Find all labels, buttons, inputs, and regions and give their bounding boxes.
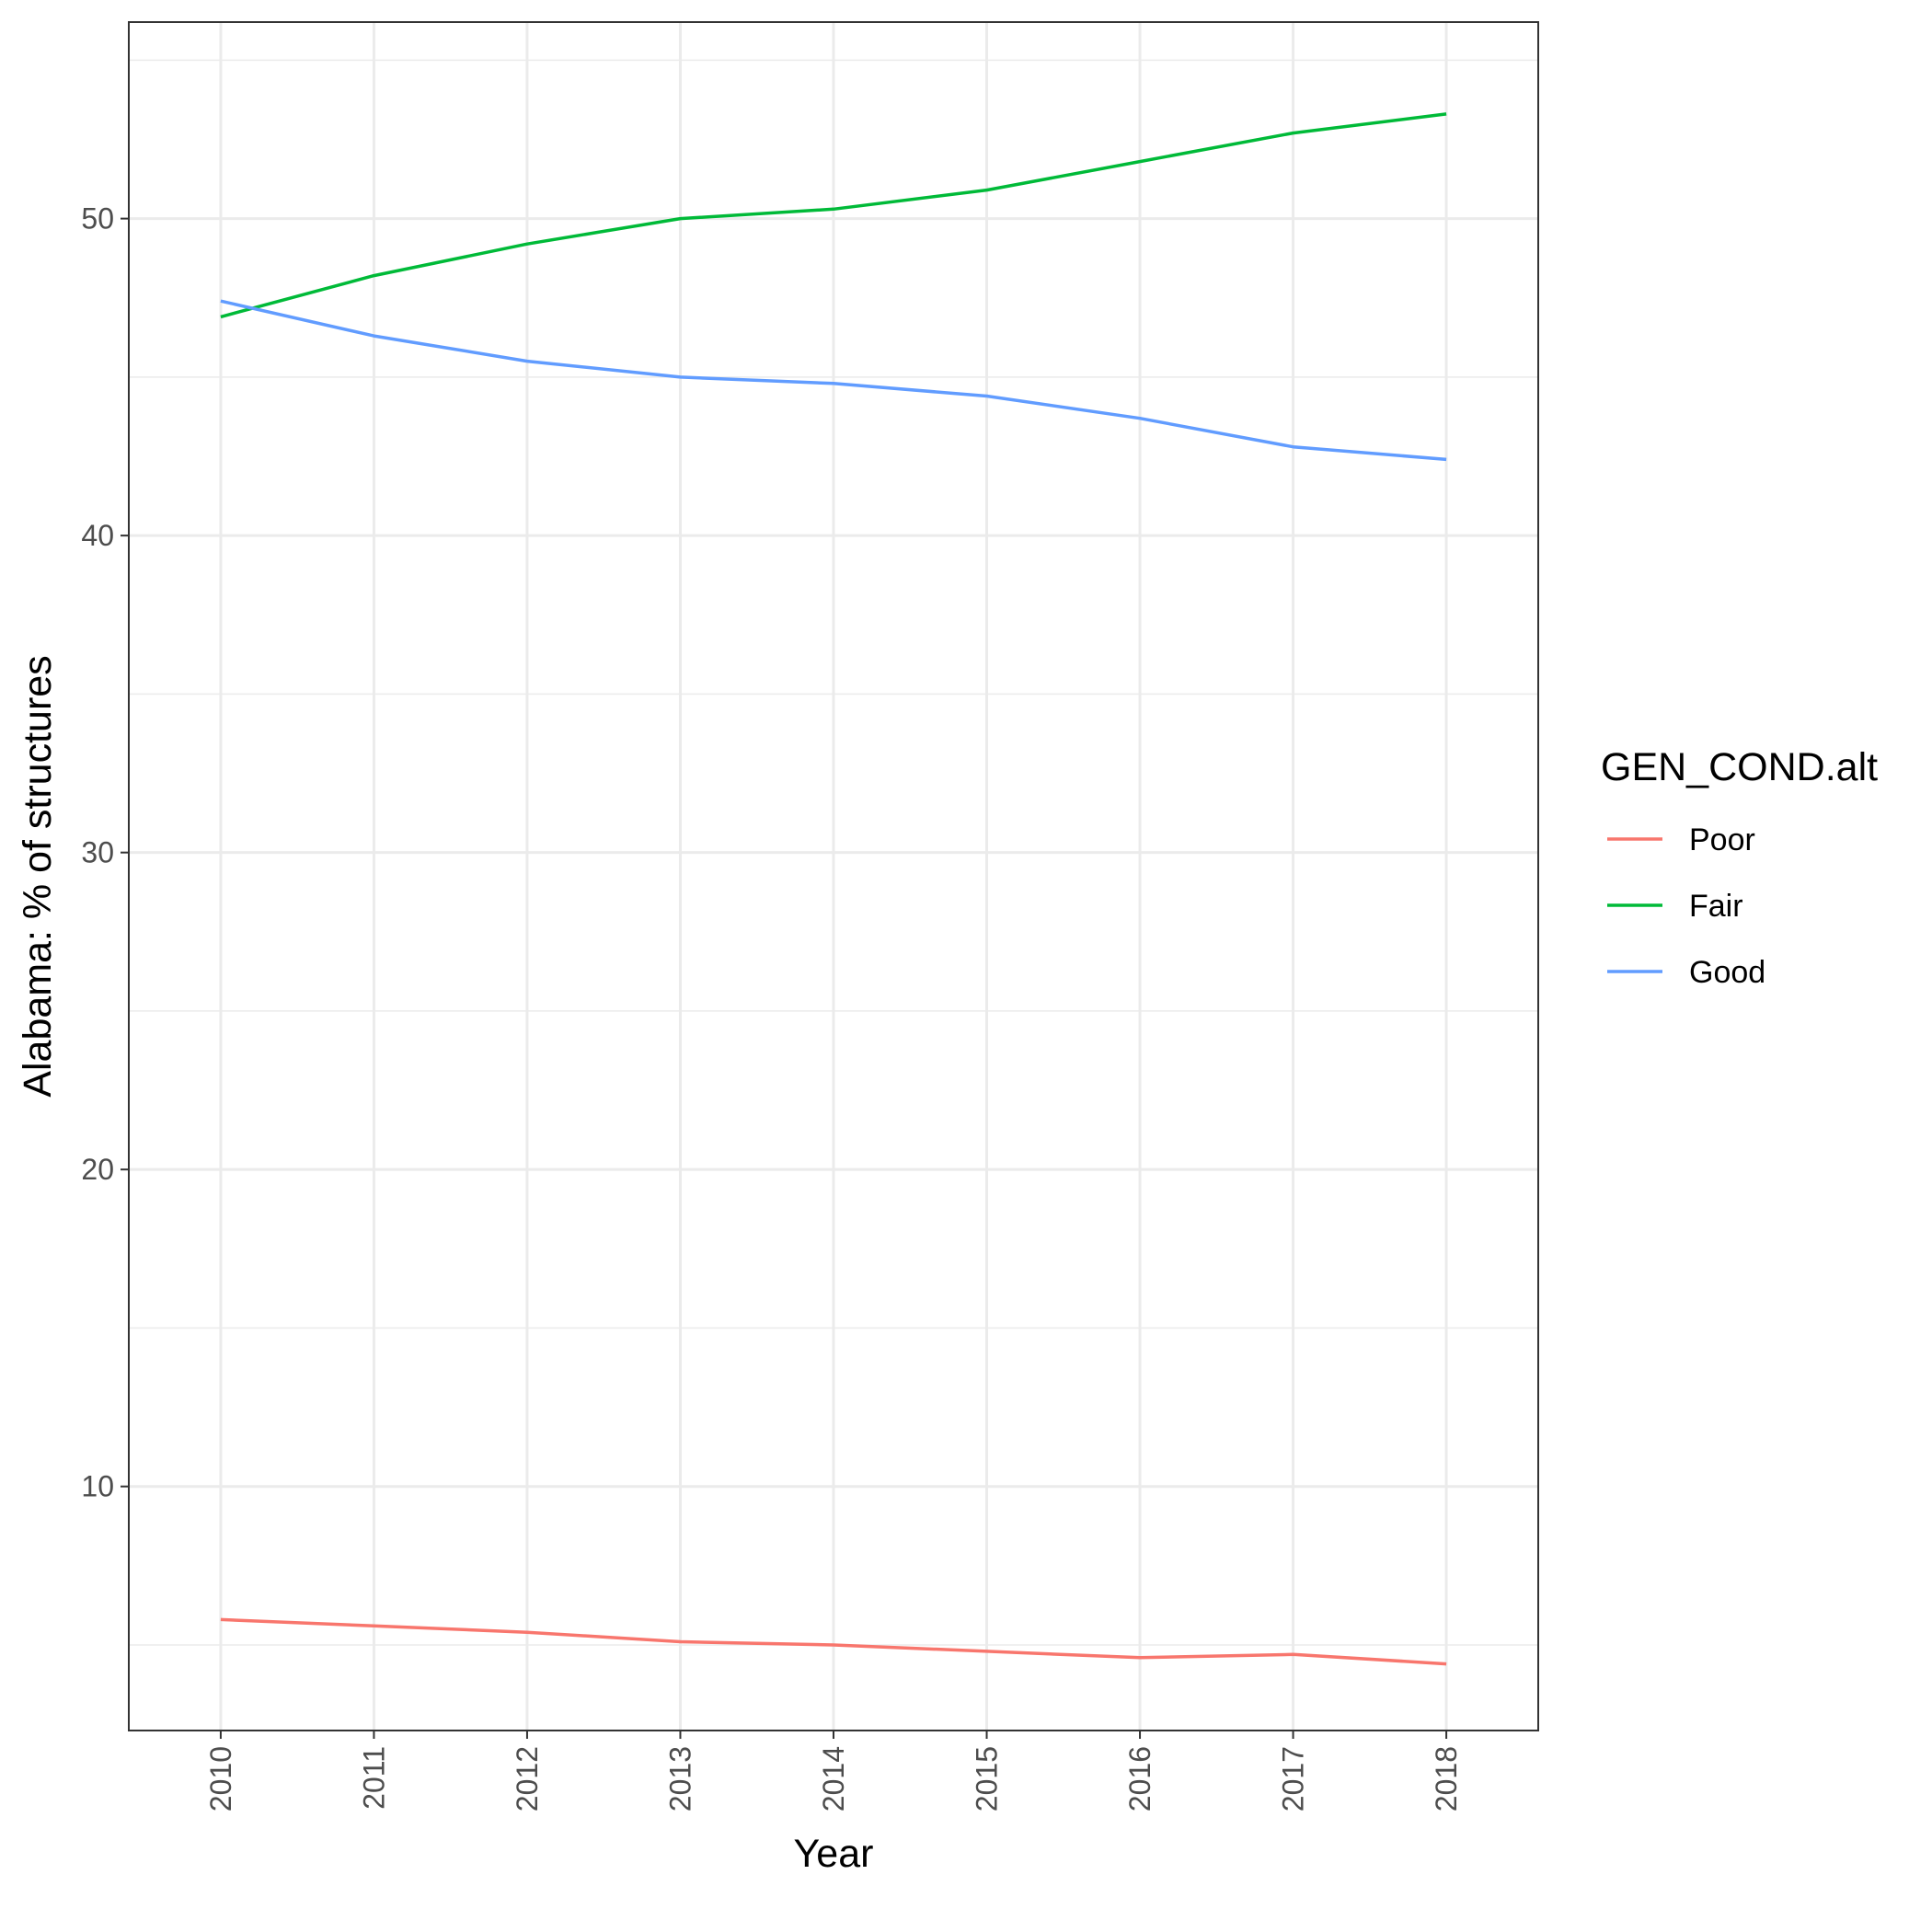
y-tick-label: 50: [81, 202, 114, 236]
legend-title: GEN_COND.alt: [1601, 745, 1878, 789]
legend-label-poor: Poor: [1689, 822, 1755, 857]
legend-label-fair: Fair: [1689, 889, 1743, 924]
x-tick-label: 2015: [971, 1746, 1004, 1811]
x-tick-label: 2016: [1123, 1746, 1156, 1811]
x-tick-label: 2010: [204, 1746, 237, 1811]
y-axis-title: Alabama: % of structures: [16, 655, 60, 1097]
x-axis-title: Year: [794, 1832, 874, 1876]
x-tick-label: 2011: [357, 1746, 390, 1810]
x-tick-label: 2012: [511, 1746, 544, 1811]
x-tick-label: 2017: [1277, 1746, 1310, 1811]
y-tick-label: 20: [81, 1153, 114, 1186]
y-tick-label: 30: [81, 836, 114, 869]
x-axis: 2010 2011 2012 2013 2014 2015 2016 2017 2018: [204, 1731, 1463, 1811]
x-tick-label: 2014: [817, 1746, 850, 1811]
series-line-poor: [220, 1617, 1447, 1666]
y-tick-label: 10: [81, 1470, 114, 1503]
x-tick-label: 2013: [663, 1746, 696, 1811]
x-tick-label: 2018: [1430, 1746, 1463, 1811]
series-lines: [220, 112, 1447, 1666]
y-tick-label: 40: [81, 519, 114, 552]
series-line-fair: [220, 112, 1447, 319]
legend-items: Poor Fair Good: [1607, 822, 1765, 990]
y-axis: 10 20 30 40 50: [81, 202, 129, 1503]
legend: GEN_COND.alt Poor Fair Good: [1601, 745, 1878, 990]
major-gridlines: [129, 22, 1538, 1731]
series-line-good: [220, 299, 1447, 462]
legend-label-good: Good: [1689, 955, 1765, 990]
